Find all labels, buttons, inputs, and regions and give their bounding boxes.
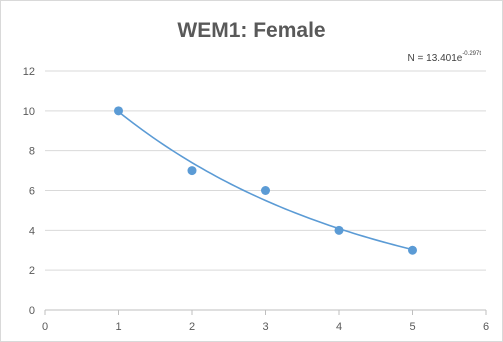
data-point bbox=[408, 245, 417, 255]
x-tick-label: 2 bbox=[189, 321, 195, 333]
equation-exponent: -0.297t bbox=[462, 51, 481, 57]
trendline bbox=[118, 111, 413, 251]
x-tick-label: 0 bbox=[42, 321, 48, 333]
y-tick-label: 10 bbox=[23, 106, 35, 118]
y-tick-label: 12 bbox=[23, 66, 35, 78]
trendline-equation: N = 13.401e-0.297t bbox=[408, 51, 481, 64]
chart-title: WEM1: Female bbox=[177, 19, 326, 42]
y-tick-label: 6 bbox=[29, 186, 35, 198]
x-tick-label: 3 bbox=[262, 321, 268, 333]
y-tick-label: 4 bbox=[29, 225, 35, 237]
data-point bbox=[187, 166, 197, 176]
x-tick-label: 6 bbox=[483, 321, 489, 333]
data-point bbox=[261, 186, 270, 195]
y-tick-label: 0 bbox=[29, 305, 35, 317]
data-point bbox=[334, 225, 344, 235]
data-point bbox=[114, 106, 123, 116]
x-tick-label: 5 bbox=[409, 321, 415, 333]
y-tick-label: 2 bbox=[29, 265, 35, 277]
x-tick-label: 4 bbox=[336, 321, 342, 333]
equation-base: N = 13.401e bbox=[407, 53, 463, 64]
x-tick-label: 1 bbox=[115, 321, 121, 333]
y-tick-label: 8 bbox=[29, 146, 35, 158]
